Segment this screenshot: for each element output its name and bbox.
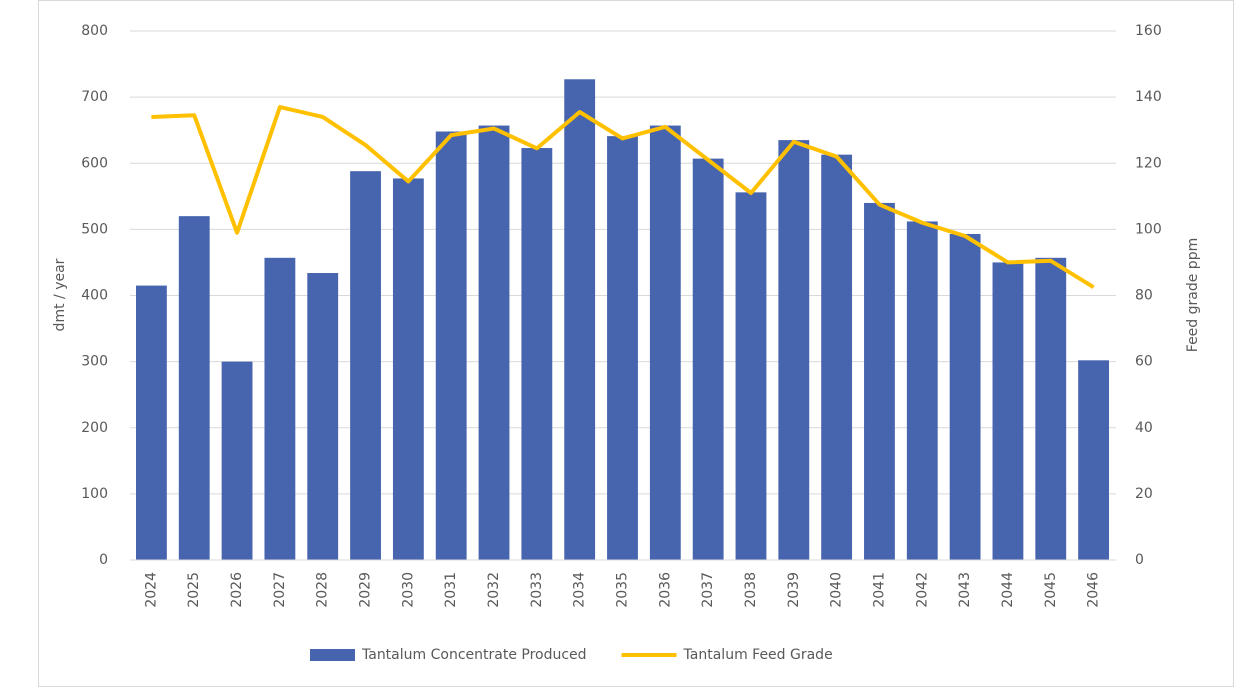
- bar: [607, 136, 638, 561]
- y2-tick-label: 160: [1135, 23, 1162, 39]
- y2-tick-label: 80: [1135, 288, 1153, 304]
- y-tick-label: 700: [81, 89, 108, 105]
- bar: [521, 148, 553, 560]
- y-axis-title: dmt / year: [52, 258, 68, 331]
- bar: [264, 257, 296, 560]
- x-tick-label: 2041: [871, 572, 887, 608]
- bar: [221, 361, 253, 560]
- bar: [649, 125, 681, 560]
- x-tick-label: 2038: [743, 572, 759, 608]
- y-tick-label: 100: [81, 486, 108, 502]
- bar: [778, 140, 810, 560]
- y2-tick-label: 20: [1135, 486, 1153, 502]
- y2-tick-label: 40: [1135, 420, 1153, 436]
- x-tick-label: 2035: [615, 572, 631, 608]
- bar: [435, 131, 467, 560]
- bar: [864, 202, 895, 561]
- x-tick-label: 2045: [1043, 572, 1059, 608]
- y2-tick-label: 100: [1135, 221, 1162, 237]
- x-tick-label: 2037: [700, 572, 716, 608]
- bar: [906, 221, 938, 560]
- legend-label: Tantalum Concentrate Produced: [361, 647, 587, 663]
- x-tick-label: 2046: [1086, 572, 1102, 608]
- x-tick-label: 2043: [957, 572, 973, 608]
- bar: [949, 234, 981, 560]
- x-tick-label: 2042: [914, 572, 930, 608]
- y-tick-label: 0: [99, 552, 108, 568]
- bar: [564, 79, 596, 561]
- x-tick-label: 2028: [315, 572, 331, 608]
- x-tick-label: 2044: [1000, 572, 1016, 608]
- legend-swatch: [310, 649, 355, 661]
- x-tick-label: 2036: [657, 572, 673, 608]
- bar: [392, 178, 424, 561]
- y-tick-label: 600: [81, 155, 108, 171]
- bar: [692, 158, 724, 560]
- bar: [307, 273, 339, 560]
- y-tick-label: 800: [81, 23, 108, 39]
- y-tick-label: 500: [81, 221, 108, 237]
- x-tick-label: 2033: [529, 572, 545, 608]
- bar: [350, 171, 381, 560]
- bar: [1078, 360, 1110, 560]
- y2-axis-title: Feed grade ppm: [1185, 238, 1201, 352]
- bar: [992, 262, 1024, 560]
- x-tick-label: 2032: [486, 572, 502, 608]
- y2-tick-label: 60: [1135, 354, 1153, 370]
- bar: [178, 216, 210, 560]
- x-tick-label: 2026: [229, 572, 245, 608]
- x-tick-label: 2027: [272, 572, 288, 608]
- y2-tick-label: 140: [1135, 89, 1162, 105]
- y-tick-label: 300: [81, 354, 108, 370]
- x-tick-label: 2039: [786, 572, 802, 608]
- y2-tick-label: 120: [1135, 155, 1162, 171]
- bar: [821, 154, 853, 560]
- bar: [1035, 257, 1067, 560]
- y2-tick-label: 0: [1135, 552, 1144, 568]
- legend-label: Tantalum Feed Grade: [683, 647, 833, 663]
- y-tick-label: 400: [81, 288, 108, 304]
- bar: [478, 125, 510, 560]
- x-tick-label: 2040: [829, 572, 845, 608]
- x-tick-label: 2030: [400, 572, 416, 608]
- bar: [735, 192, 767, 560]
- x-tick-label: 2031: [443, 572, 459, 608]
- x-tick-label: 2029: [358, 572, 374, 608]
- x-tick-label: 2034: [572, 572, 588, 608]
- bar: [135, 285, 167, 560]
- y-tick-label: 200: [81, 420, 108, 436]
- line: [151, 105, 1095, 289]
- x-tick-label: 2025: [186, 572, 202, 608]
- x-tick-label: 2024: [143, 572, 159, 608]
